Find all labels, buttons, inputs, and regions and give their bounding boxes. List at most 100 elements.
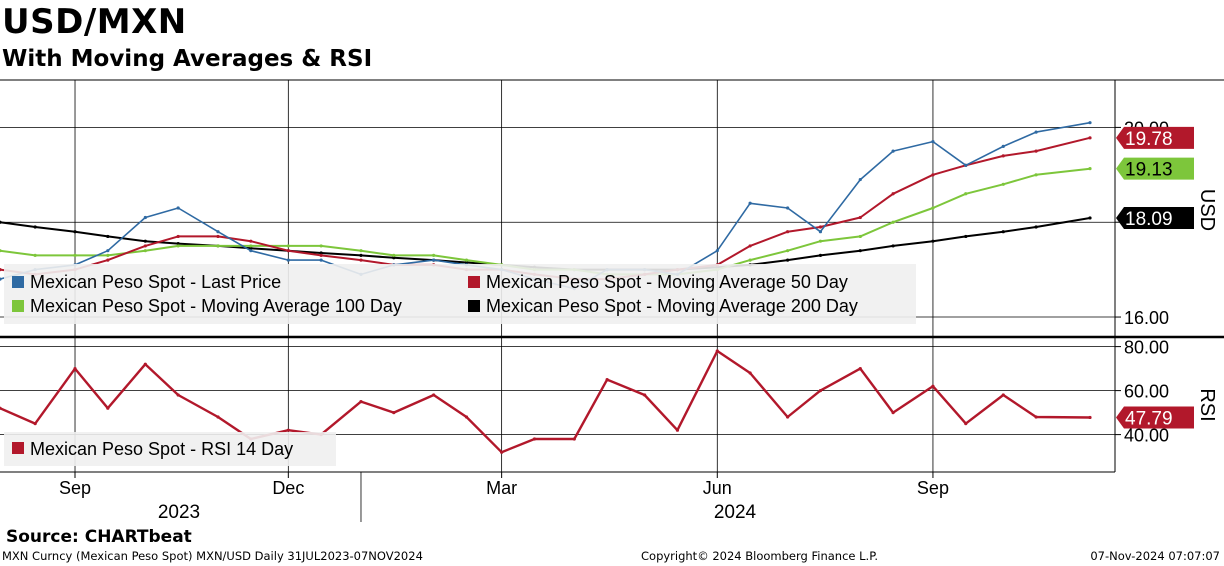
rsi-axis-label: RSI xyxy=(1196,388,1218,421)
price-axis-label: USD xyxy=(1196,189,1218,231)
last-value-tag-ma50 xyxy=(1116,126,1194,149)
ma100-line-point xyxy=(931,206,935,210)
ma100-line-point xyxy=(33,253,37,258)
ma200-line-point xyxy=(818,253,823,258)
price-line-point xyxy=(106,249,110,253)
legend-label: Mexican Peso Spot - Moving Average 50 Da… xyxy=(486,272,848,292)
chart-title: USD/MXN xyxy=(2,2,187,42)
price-line-point xyxy=(216,230,220,234)
ma50-line-point xyxy=(818,225,823,229)
legend-label: Mexican Peso Spot - Moving Average 100 D… xyxy=(30,296,402,316)
rsi-line-point xyxy=(0,406,2,410)
ma50-line-point xyxy=(748,244,752,248)
chart-subtitle: With Moving Averages & RSI xyxy=(2,46,373,72)
ma200-line-point xyxy=(964,234,968,239)
rsi-line-point xyxy=(143,362,147,366)
price-line-point xyxy=(249,249,253,253)
legend-swatch xyxy=(12,442,24,454)
year-label: 2024 xyxy=(714,502,757,523)
price-line-point xyxy=(891,149,895,153)
ma50-line-point xyxy=(891,192,895,196)
ma50-line-point xyxy=(143,244,147,248)
x-tick-label: Sep xyxy=(917,478,949,498)
last-value-tag-ma200 xyxy=(1116,206,1194,229)
ma200-line-point xyxy=(1034,225,1038,229)
price-line-point xyxy=(715,249,719,253)
ma100-line-point xyxy=(392,253,396,258)
price-line-point xyxy=(176,206,180,210)
price-line-point xyxy=(786,206,790,210)
ma50-line-point xyxy=(858,215,862,220)
rsi-line-point xyxy=(818,389,823,393)
timestamp: 07-Nov-2024 07:07:07 xyxy=(1090,549,1220,563)
rsi-line-point xyxy=(1088,415,1092,420)
rsi-line-point xyxy=(643,393,647,397)
rsi-line-point xyxy=(73,367,77,371)
legend-swatch xyxy=(468,276,480,288)
source-note: Source: CHARTbeat xyxy=(6,527,192,547)
ma50-line-point xyxy=(931,173,935,177)
year-label: 2023 xyxy=(158,502,200,523)
ma200-line-point xyxy=(359,253,363,258)
ma200-line xyxy=(0,217,1091,271)
ma100-line-point xyxy=(106,253,110,258)
rsi-y-tick-label: 80.00 xyxy=(1124,338,1169,358)
price-legend-box xyxy=(4,264,916,324)
ma200-line-point xyxy=(858,249,862,253)
ma100-line-point xyxy=(73,253,77,258)
legend-label: Mexican Peso Spot - Last Price xyxy=(30,272,281,292)
ma50-line-point xyxy=(0,268,2,272)
ma100-line-point xyxy=(748,258,752,262)
rsi-line-point xyxy=(715,349,719,353)
last-value-tag-ma100 xyxy=(1116,157,1194,180)
ma50-line-point xyxy=(1034,149,1038,153)
rsi-line-point xyxy=(106,406,110,410)
ma100-line-point xyxy=(858,234,862,239)
legend-label: Mexican Peso Spot - RSI 14 Day xyxy=(30,439,293,459)
ma100-line-point xyxy=(319,244,323,248)
rsi-line-point xyxy=(500,450,504,454)
rsi-y-tick-label: 60.00 xyxy=(1124,382,1169,402)
rsi-line-point xyxy=(392,411,396,415)
price-y-tick-label: 16.00 xyxy=(1124,308,1169,328)
rsi-line-point xyxy=(286,428,290,432)
price-line-point xyxy=(818,230,823,234)
ma200-line-point xyxy=(73,230,77,234)
ma200-line-point xyxy=(176,241,180,246)
ma100-line-point xyxy=(216,244,220,248)
ma100-line-point xyxy=(359,249,363,253)
ma50-line-point xyxy=(216,234,220,239)
rsi-line-point xyxy=(748,371,752,375)
ma50-line-point xyxy=(359,258,363,262)
ma200-line-point xyxy=(392,256,396,260)
rsi-line-point xyxy=(33,422,37,426)
ma200-line-point xyxy=(786,258,790,262)
ma100-line-point xyxy=(818,239,823,243)
rsi-line-point xyxy=(605,378,609,382)
rsi-y-tick-label: 40.00 xyxy=(1124,426,1169,446)
ma200-line-point xyxy=(33,225,37,229)
ma200-line-point xyxy=(0,220,2,224)
ma50-line-point xyxy=(1088,136,1092,140)
price-line-point xyxy=(1088,121,1092,125)
rsi-line-point xyxy=(572,437,576,441)
rsi-line-point xyxy=(359,400,363,404)
legend-label: Mexican Peso Spot - Moving Average 200 D… xyxy=(486,296,858,316)
rsi-line-point xyxy=(216,415,220,419)
rsi-line-point xyxy=(858,367,862,371)
legend-swatch xyxy=(12,276,24,288)
ma100-line-point xyxy=(1088,167,1092,171)
ma100-line-point xyxy=(0,249,2,253)
ma50-line-point xyxy=(176,234,180,239)
rsi-line-point xyxy=(964,422,968,426)
price-line-point xyxy=(143,215,147,220)
ma100-line-point xyxy=(1034,173,1038,177)
x-tick-label: Mar xyxy=(486,478,517,498)
price-line-point xyxy=(931,140,935,144)
ma100-line-point xyxy=(1001,182,1005,186)
ma50-line xyxy=(0,136,1091,281)
rsi-line-point xyxy=(464,415,469,419)
last-value-tag-ma50-label: 19.78 xyxy=(1125,129,1173,150)
price-line xyxy=(0,121,1091,290)
